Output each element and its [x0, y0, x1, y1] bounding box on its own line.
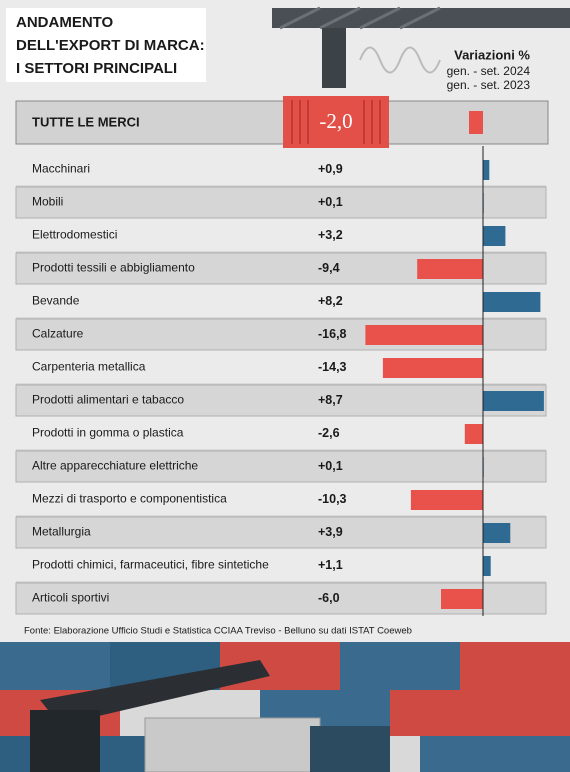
bar	[417, 259, 483, 279]
row-band	[15, 186, 547, 219]
row-band	[15, 450, 547, 483]
crane-truss	[279, 6, 441, 30]
value-label: -9,4	[318, 261, 340, 275]
category-label: Mezzi di trasporto e componentistica	[32, 492, 227, 506]
bar	[483, 556, 491, 576]
rows: Macchinari +0,9 Mobili +0,1 Elettrodomestici…	[15, 111, 547, 616]
bar	[483, 226, 506, 246]
category-label: Bevande	[32, 294, 80, 308]
bar	[483, 160, 490, 180]
crane-hook	[322, 28, 346, 88]
category-label: Mobili	[32, 195, 63, 209]
category-label: Altre apparecchiature elettriche	[32, 459, 198, 473]
category-label: Metallurgia	[32, 525, 91, 539]
total-row	[15, 100, 549, 145]
category-label: Prodotti tessili e abbigliamento	[32, 261, 195, 275]
value-label: +1,1	[318, 558, 343, 572]
category-label: Prodotti alimentari e tabacco	[32, 393, 184, 407]
bar	[382, 358, 483, 378]
category-label: Prodotti in gomma o plastica	[32, 426, 184, 440]
bar	[469, 111, 483, 134]
title: DELL'EXPORT DI MARCA:	[16, 37, 205, 54]
value-label: +8,2	[318, 294, 343, 308]
category-label: Prodotti chimici, farmaceutici, fibre si…	[32, 558, 269, 572]
bar	[483, 391, 544, 411]
value-label: +3,9	[318, 525, 343, 539]
category-label: Elettrodomestici	[32, 228, 117, 242]
bar	[483, 292, 541, 312]
value-label: +3,2	[318, 228, 343, 242]
value-label: -16,8	[318, 327, 347, 341]
bar	[410, 490, 483, 510]
value-label: -2,6	[318, 426, 340, 440]
title-box	[6, 8, 206, 82]
category-label: Articoli sportivi	[32, 591, 109, 605]
source: Fonte: Elaborazione Ufficio Studi e Stat…	[24, 626, 412, 637]
row-band	[15, 384, 547, 417]
period: gen. - set. 2023	[447, 78, 531, 92]
legend-title: Variazioni %	[454, 47, 530, 62]
category-label: Macchinari	[32, 162, 90, 176]
total-label: TUTTE LE MERCI	[32, 114, 140, 129]
value-label: +8,7	[318, 393, 343, 407]
value-label: -10,3	[318, 492, 347, 506]
crane-cable	[359, 46, 441, 74]
category-label: Calzature	[32, 327, 84, 341]
bar	[464, 424, 483, 444]
row-band	[15, 516, 547, 549]
period: gen. - set. 2024	[447, 64, 531, 78]
category-label: Carpenteria metallica	[32, 360, 146, 374]
bar	[441, 589, 483, 609]
title: I SETTORI PRINCIPALI	[16, 60, 177, 77]
value-label: +0,9	[318, 162, 343, 176]
value-label: +0,1	[318, 459, 343, 473]
title: ANDAMENTO	[16, 14, 114, 31]
illustration	[0, 642, 570, 772]
value-label: -14,3	[318, 360, 347, 374]
bar	[365, 325, 483, 345]
total-value-label: -2,0	[319, 109, 352, 133]
value-label: -6,0	[318, 591, 340, 605]
value-label: +0,1	[318, 195, 343, 209]
container-ribs	[291, 100, 381, 144]
bar	[483, 523, 511, 543]
